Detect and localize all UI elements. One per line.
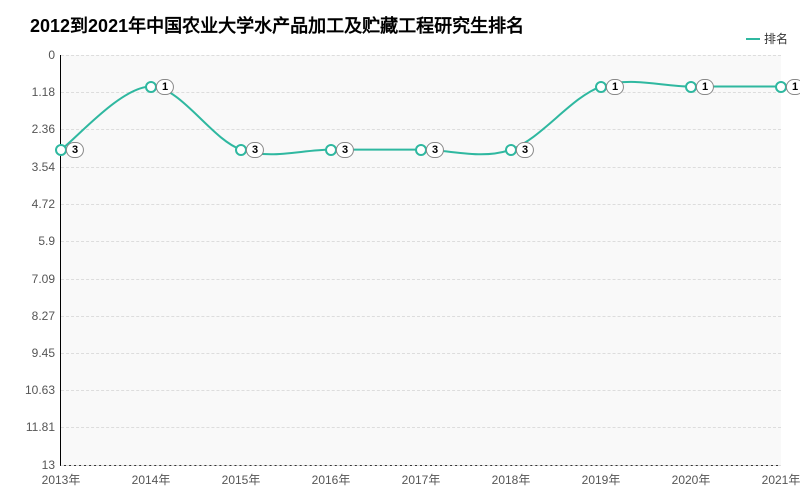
y-axis-label: 7.09 <box>32 272 55 286</box>
data-point-label: 1 <box>156 79 174 95</box>
x-axis-label: 2013年 <box>42 471 81 488</box>
y-axis-label: 9.45 <box>32 346 55 360</box>
x-axis-label: 2020年 <box>672 471 711 488</box>
x-axis-label: 2019年 <box>582 471 621 488</box>
y-axis-label: 11.81 <box>26 420 55 434</box>
plot-area: 01.182.363.544.725.97.098.279.4510.6311.… <box>60 55 781 466</box>
legend-label: 排名 <box>764 30 788 47</box>
y-axis-label: 0 <box>48 48 55 62</box>
line-path <box>61 55 781 465</box>
data-point-label: 3 <box>246 142 264 158</box>
gridline <box>61 465 781 466</box>
y-axis-label: 1.18 <box>32 85 55 99</box>
y-axis-label: 8.27 <box>32 309 55 323</box>
data-point-label: 3 <box>516 142 534 158</box>
x-axis-label: 2021年 <box>762 471 800 488</box>
x-axis-label: 2017年 <box>402 471 441 488</box>
data-point-label: 3 <box>336 142 354 158</box>
x-axis-label: 2015年 <box>222 471 261 488</box>
data-point-label: 1 <box>606 79 624 95</box>
x-axis-label: 2016年 <box>312 471 351 488</box>
x-axis-label: 2018年 <box>492 471 531 488</box>
y-axis-label: 4.72 <box>32 197 55 211</box>
y-axis-label: 10.63 <box>25 383 55 397</box>
x-axis-label: 2014年 <box>132 471 171 488</box>
data-point-label: 3 <box>426 142 444 158</box>
y-axis-label: 5.9 <box>38 234 55 248</box>
chart-title: 2012到2021年中国农业大学水产品加工及贮藏工程研究生排名 <box>30 12 524 38</box>
y-axis-label: 13 <box>42 458 55 472</box>
data-point-label: 1 <box>696 79 714 95</box>
chart-container: 2012到2021年中国农业大学水产品加工及贮藏工程研究生排名 排名 0 1.18… <box>0 0 800 500</box>
y-axis-label: 2.36 <box>32 122 55 136</box>
y-axis-label: 3.54 <box>32 160 55 174</box>
data-point-label: 1 <box>786 79 800 95</box>
data-point-label: 3 <box>66 142 84 158</box>
legend-swatch <box>746 38 760 40</box>
legend: 排名 <box>746 30 788 47</box>
